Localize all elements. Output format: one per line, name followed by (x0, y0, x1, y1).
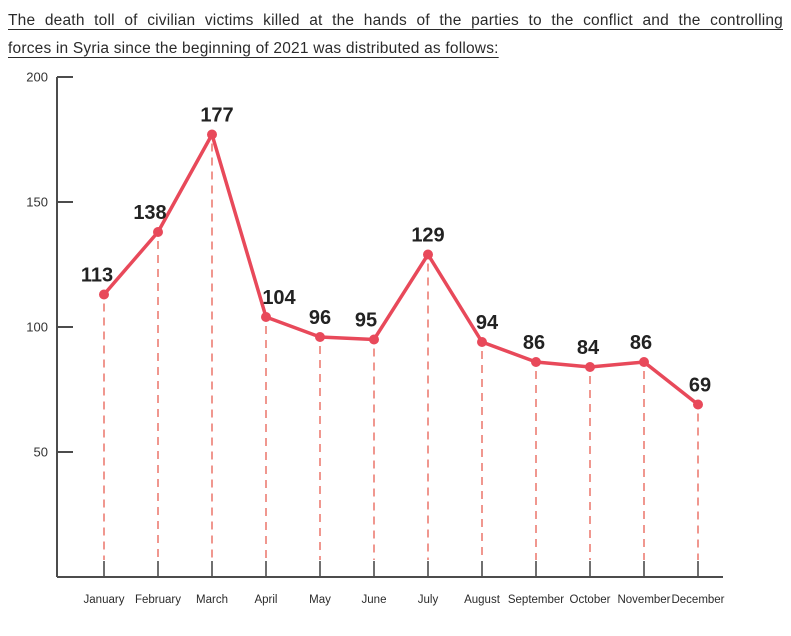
data-point (585, 362, 595, 372)
data-point-label: 129 (411, 225, 444, 247)
x-axis-label: December (671, 594, 724, 606)
data-point (369, 334, 379, 345)
data-point (261, 312, 271, 322)
data-point-label: 138 (133, 202, 166, 224)
x-axis-label: April (254, 594, 277, 606)
y-tick-label: 200 (26, 70, 48, 85)
data-point (693, 399, 703, 410)
chart-title-line-1: The death toll of civilian victims kille… (8, 12, 783, 29)
x-axis-label: July (418, 594, 439, 606)
chart-title-line-2: forces in Syria since the beginning of 2… (8, 40, 499, 57)
data-point (423, 249, 433, 260)
line-chart: 50 100 150 200 January February March April May J… (26, 70, 724, 607)
x-axis-label: May (309, 594, 331, 606)
chart-title: The death toll of civilian victims kille… (0, 0, 791, 66)
x-axis-label: January (84, 594, 125, 606)
data-line (102, 132, 700, 407)
x-axis-label: March (196, 594, 228, 606)
data-point-label: 86 (523, 332, 545, 354)
x-axis-label: November (617, 594, 670, 606)
data-point-label: 84 (577, 337, 600, 359)
x-axis-label: June (362, 594, 387, 606)
data-point (153, 227, 163, 237)
x-axis-label: February (135, 594, 181, 606)
data-point (639, 357, 649, 367)
y-tick-label: 100 (26, 320, 48, 335)
x-axis-label: August (464, 594, 501, 606)
x-axis-label: September (508, 594, 564, 606)
data-point-label: 95 (355, 310, 377, 332)
y-tick-label: 150 (26, 195, 48, 210)
data-point (99, 289, 109, 300)
y-tick-label: 50 (34, 445, 48, 460)
data-point-label: 113 (81, 265, 113, 287)
data-point-label: 96 (309, 307, 331, 329)
data-point (531, 357, 541, 367)
x-axis-label: October (570, 594, 611, 606)
data-point (315, 332, 325, 342)
data-point-label: 104 (262, 287, 296, 309)
data-point (207, 129, 217, 140)
data-point-label: 94 (476, 312, 499, 334)
data-point-label: 177 (200, 105, 233, 127)
data-point-label: 69 (689, 375, 711, 397)
data-point-label: 86 (630, 332, 652, 354)
data-point (477, 337, 487, 347)
